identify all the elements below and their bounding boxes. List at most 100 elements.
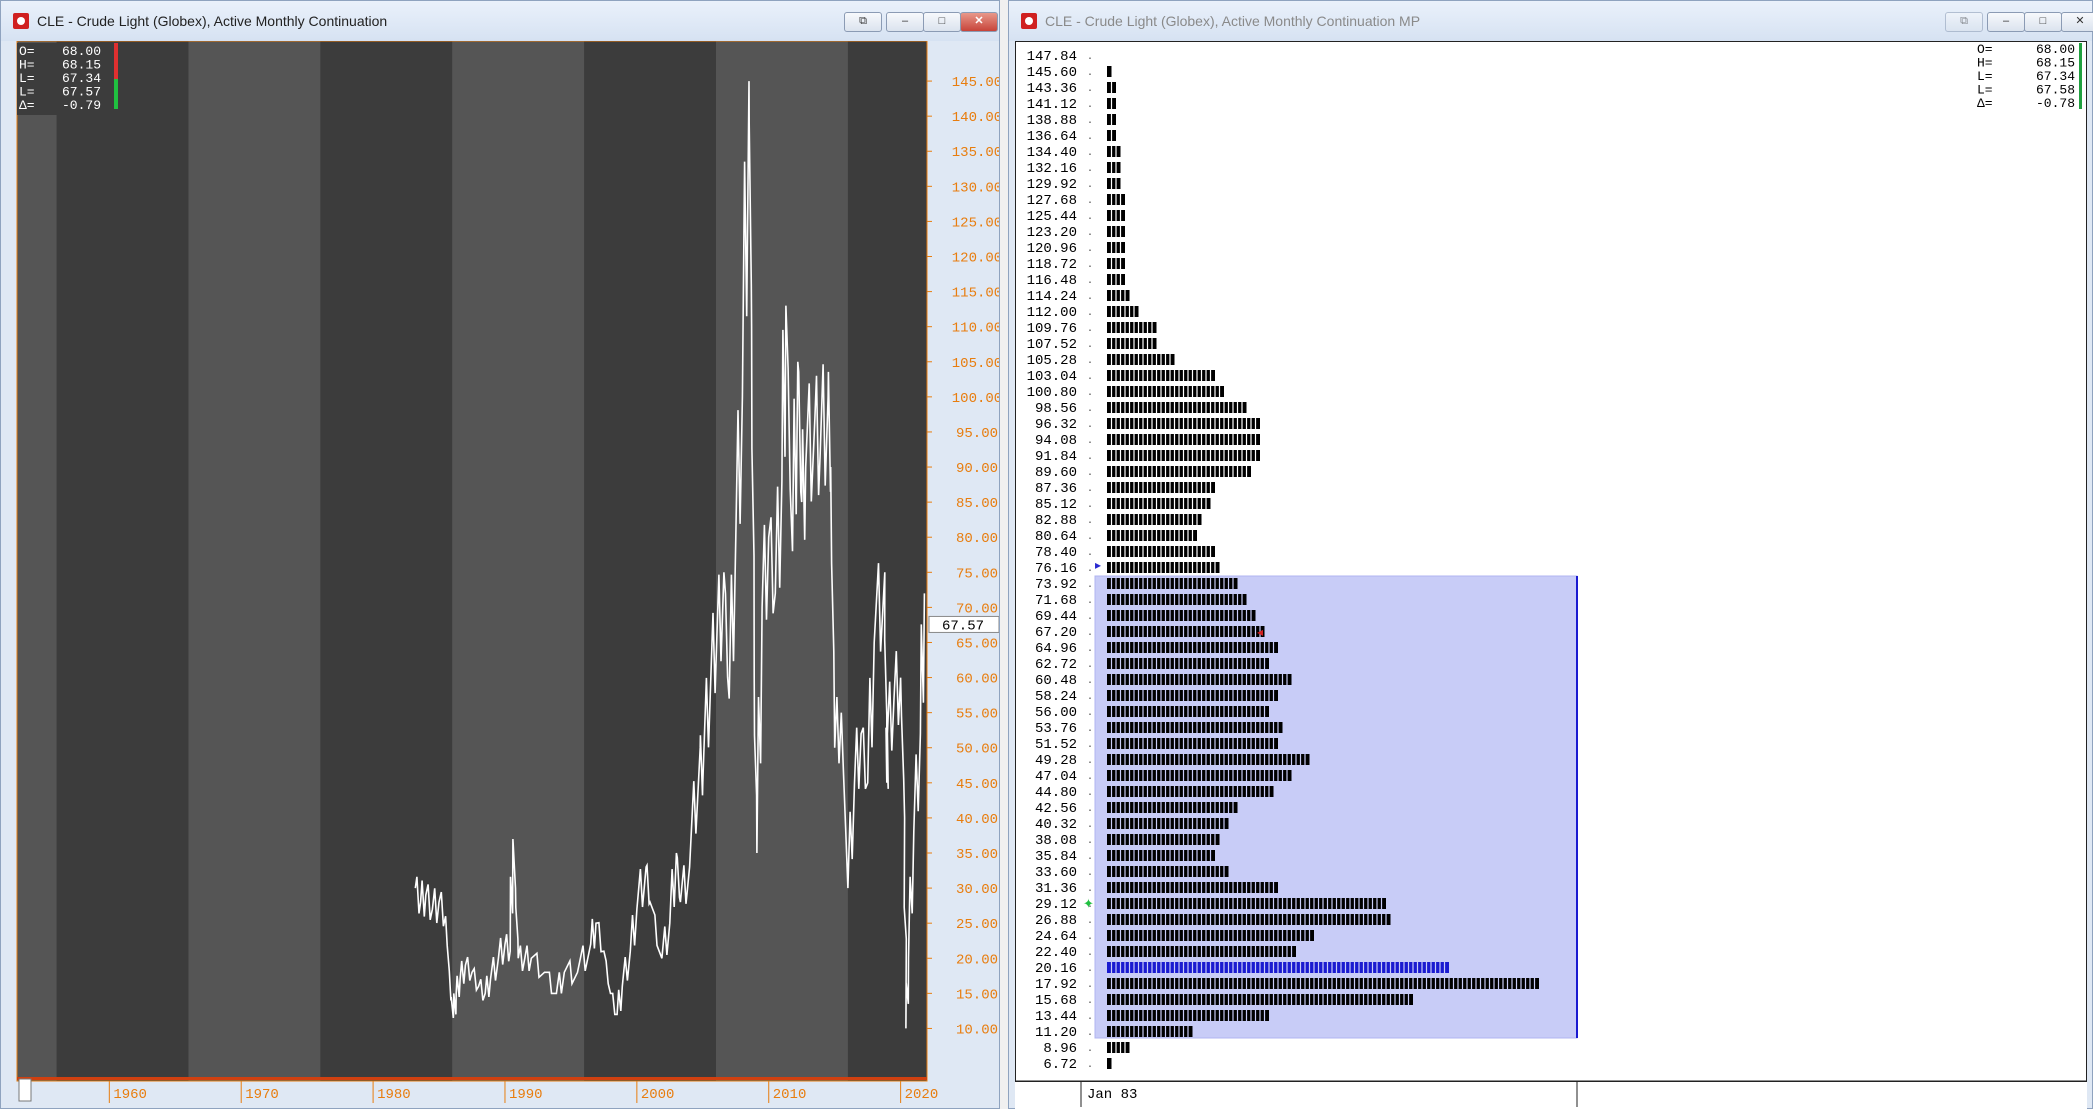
price-level-dot: .	[1087, 340, 1093, 351]
ohlc-range-bar	[2079, 43, 2082, 109]
price-level-dot: .	[1087, 1028, 1093, 1039]
y-tick-label: 95.00	[956, 426, 998, 442]
price-level-dot: .	[1087, 564, 1093, 575]
price-level-label: 56.00	[1035, 705, 1077, 721]
price-level-dot: .	[1087, 868, 1093, 879]
ohlc-range-bar	[114, 43, 118, 79]
x-tick-label: 2020	[905, 1087, 939, 1103]
y-tick-label: 45.00	[956, 777, 998, 793]
price-level-dot: .	[1087, 276, 1093, 287]
title-bar[interactable]: CLE - Crude Light (Globex), Active Month…	[1009, 1, 2093, 41]
price-level-label: 105.28	[1027, 353, 1077, 369]
price-level-dot: .	[1087, 676, 1093, 687]
price-level-dot: .	[1087, 308, 1093, 319]
last-price-label: 67.57	[942, 618, 984, 634]
price-level-label: 71.68	[1035, 593, 1077, 609]
y-tick-label: 20.00	[956, 952, 998, 968]
price-level-label: 49.28	[1035, 753, 1077, 769]
price-level-label: 62.72	[1035, 657, 1077, 673]
ohlc-readout-label: H=	[1977, 56, 1993, 71]
price-level-label: 47.04	[1035, 769, 1077, 785]
price-level-label: 134.40	[1027, 145, 1077, 161]
minimize-button[interactable]: –	[1987, 12, 2025, 32]
window-title: CLE - Crude Light (Globex), Active Month…	[37, 13, 388, 29]
price-level-dot: .	[1087, 612, 1093, 623]
decade-band	[17, 41, 57, 1081]
price-level-dot: .	[1087, 452, 1093, 463]
profile-bar	[1107, 146, 1121, 157]
last-price-box	[928, 615, 999, 633]
price-level-dot: .	[1087, 100, 1093, 111]
price-level-label: 136.64	[1027, 129, 1077, 145]
price-level-label: 112.00	[1027, 305, 1077, 321]
ohlc-readout-value: -0.79	[62, 98, 101, 113]
y-tick-label: 55.00	[956, 707, 998, 723]
link-icon[interactable]: ⧉	[844, 12, 882, 32]
price-level-label: 132.16	[1027, 161, 1077, 177]
y-tick-label: 125.00	[952, 215, 999, 231]
y-tick-label: 10.00	[956, 1022, 998, 1038]
profile-bar	[1107, 610, 1256, 621]
price-level-label: 40.32	[1035, 817, 1077, 833]
profile-bar	[1107, 306, 1139, 317]
price-level-dot: .	[1087, 404, 1093, 415]
profile-bar	[1107, 162, 1121, 173]
price-level-label: 127.68	[1027, 193, 1077, 209]
price-level-label: 22.40	[1035, 945, 1077, 961]
y-tick-label: 75.00	[956, 566, 998, 582]
price-level-dot: .	[1087, 1012, 1093, 1023]
y-tick-label: 120.00	[952, 251, 999, 267]
y-tick-label: 70.00	[956, 601, 998, 617]
price-level-dot: .	[1087, 68, 1093, 79]
price-level-dot: .	[1087, 836, 1093, 847]
title-bar[interactable]: CLE - Crude Light (Globex), Active Month…	[1, 1, 999, 41]
link-icon[interactable]: ⧉	[1945, 12, 1983, 32]
y-tick-label: 85.00	[956, 496, 998, 512]
price-level-dot: .	[1087, 532, 1093, 543]
y-tick-label: 90.00	[956, 461, 998, 477]
price-level-dot: .	[1087, 724, 1093, 735]
minimize-button[interactable]: –	[886, 12, 924, 32]
close-button[interactable]: ✕	[2061, 12, 2093, 32]
y-tick-label: 100.00	[952, 391, 999, 407]
price-level-label: 96.32	[1035, 417, 1077, 433]
y-tick-label: 145.00	[952, 75, 999, 91]
profile-bar	[1107, 786, 1274, 797]
price-level-label: 53.76	[1035, 721, 1077, 737]
price-level-label: 107.52	[1027, 337, 1077, 353]
maximize-button[interactable]: □	[2024, 12, 2062, 32]
ohlc-readout-value: 68.00	[2036, 42, 2075, 57]
profile-bar	[1107, 514, 1202, 525]
price-level-dot: .	[1087, 516, 1093, 527]
profile-bar	[1107, 66, 1112, 77]
ohlc-readout-value: 67.34	[62, 71, 101, 86]
ohlc-readout-label: Δ=	[19, 98, 35, 113]
price-level-dot: .	[1087, 884, 1093, 895]
price-level-label: 6.72	[1043, 1057, 1077, 1073]
price-level-dot: .	[1087, 804, 1093, 815]
price-level-label: 11.20	[1035, 1025, 1077, 1041]
close-button[interactable]: ✕	[960, 12, 998, 32]
price-level-label: 78.40	[1035, 545, 1077, 561]
y-tick-label: 60.00	[956, 672, 998, 688]
price-level-dot: .	[1087, 916, 1093, 927]
price-level-dot: .	[1087, 980, 1093, 991]
price-level-label: 29.12	[1035, 897, 1077, 913]
ohlc-readout-value: 68.15	[2036, 56, 2075, 71]
market-profile-chart[interactable]: 147.84. 145.60. 143.36. 141.12. 138.88. 136.6…	[1015, 41, 2087, 1109]
price-level-label: 60.48	[1035, 673, 1077, 689]
maximize-button[interactable]: □	[923, 12, 961, 32]
profile-bar	[1107, 914, 1391, 925]
decade-band	[452, 41, 585, 1081]
price-level-dot: .	[1087, 788, 1093, 799]
profile-bar	[1107, 626, 1265, 637]
price-level-label: 91.84	[1035, 449, 1077, 465]
y-tick-label: 105.00	[952, 356, 999, 372]
y-tick-label: 40.00	[956, 812, 998, 828]
profile-bar	[1107, 578, 1238, 589]
price-chart[interactable]: 145.00 140.00 135.00 130.00 125.00 120.00 115.…	[13, 41, 999, 1109]
ohlc-readout-value: -0.78	[2036, 96, 2075, 111]
price-level-label: 143.36	[1027, 81, 1077, 97]
price-level-label: 85.12	[1035, 497, 1077, 513]
price-level-dot: .	[1087, 660, 1093, 671]
